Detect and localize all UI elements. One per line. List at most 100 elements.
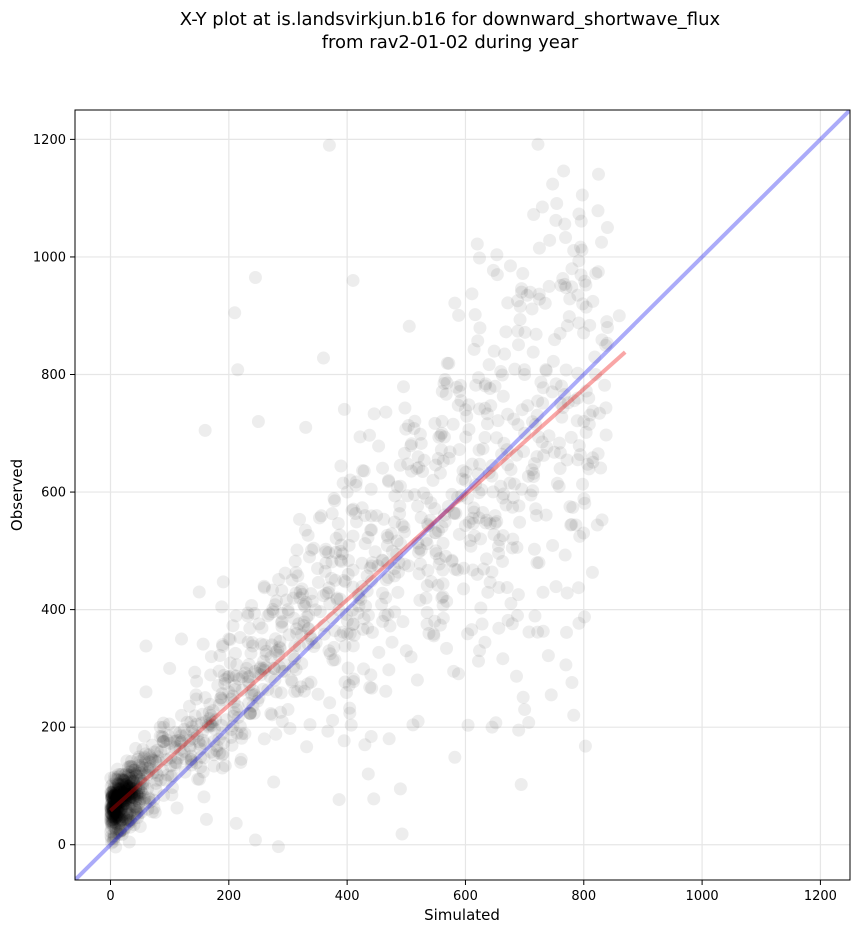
scatter-point (506, 500, 520, 514)
scatter-point (472, 371, 486, 385)
scatter-point (119, 802, 133, 816)
scatter-point (275, 664, 289, 678)
scatter-point (470, 237, 484, 251)
scatter-point (197, 751, 211, 765)
scatter-point (123, 781, 137, 795)
scatter-point (559, 363, 573, 377)
scatter-point (565, 262, 579, 276)
scatter-point (115, 791, 129, 805)
scatter-point (131, 811, 145, 825)
scatter-point (130, 792, 144, 806)
scatter-point (347, 628, 361, 642)
scatter-point (120, 779, 134, 793)
scatter-point (154, 745, 168, 759)
y-tick-label: 600 (41, 486, 66, 501)
scatter-point (122, 813, 136, 827)
scatter-point (411, 714, 425, 728)
scatter-point (225, 738, 239, 752)
scatter-point (105, 791, 119, 805)
scatter-point (557, 164, 571, 178)
scatter-point (572, 439, 586, 453)
scatter-point (121, 788, 135, 802)
scatter-point (111, 777, 125, 791)
scatter-point (123, 779, 137, 793)
scatter-point (361, 621, 375, 635)
scatter-point (539, 363, 553, 377)
scatter-point (505, 617, 519, 631)
scatter-point (119, 767, 133, 781)
scatter-point (112, 793, 126, 807)
scatter-point (105, 797, 119, 811)
scatter-point (428, 526, 442, 540)
scatter-point (129, 768, 143, 782)
scatter-point (151, 750, 165, 764)
scatter-point (115, 784, 129, 798)
scatter-point (577, 526, 591, 540)
scatter-point (122, 806, 136, 820)
scatter-point (440, 594, 454, 608)
scatter-point (450, 380, 464, 394)
scatter-point (322, 581, 336, 595)
scatter-point (268, 673, 282, 687)
scatter-point (582, 391, 596, 405)
scatter-point (332, 603, 346, 617)
scatter-point (104, 791, 118, 805)
scatter-point (286, 591, 300, 605)
scatter-point (138, 767, 152, 781)
scatter-point (500, 443, 514, 457)
scatter-point (436, 590, 450, 604)
scatter-point (120, 784, 134, 798)
scatter-point (244, 646, 258, 660)
scatter-point (106, 794, 120, 808)
scatter-point (582, 462, 596, 476)
scatter-point (109, 781, 123, 795)
scatter-point (264, 706, 278, 720)
scatter-point (122, 784, 136, 798)
scatter-point (140, 768, 154, 782)
scatter-point (243, 706, 257, 720)
scatter-point (399, 422, 413, 436)
scatter-point (382, 474, 396, 488)
scatter-point (517, 445, 531, 459)
scatter-point (109, 786, 123, 800)
scatter-point (221, 670, 235, 684)
scatter-point (185, 720, 199, 734)
scatter-point (478, 635, 492, 649)
scatter-point (142, 764, 156, 778)
scatter-point (537, 448, 551, 462)
scatter-point (515, 403, 529, 417)
scatter-point (456, 464, 470, 478)
scatter-point (381, 608, 395, 622)
scatter-point (595, 235, 609, 249)
scatter-point (496, 529, 510, 543)
scatter-point (261, 683, 275, 697)
scatter-point (118, 793, 132, 807)
scatter-point (123, 791, 137, 805)
scatter-point (573, 240, 587, 254)
scatter-point (282, 628, 296, 642)
scatter-point (229, 669, 243, 683)
scatter-point (495, 447, 509, 461)
scatter-point (316, 351, 330, 365)
scatter-point (153, 720, 167, 734)
scatter-point (325, 555, 339, 569)
scatter-point (108, 812, 122, 826)
scatter-point (540, 440, 554, 454)
scatter-point (245, 635, 259, 649)
scatter-point (303, 629, 317, 643)
scatter-point (215, 727, 229, 741)
scatter-point (274, 686, 288, 700)
scatter-point (404, 650, 418, 664)
scatter-point (189, 688, 203, 702)
scatter-point (393, 507, 407, 521)
scatter-point (515, 282, 529, 296)
scatter-point (494, 479, 508, 493)
scatter-point (446, 417, 460, 431)
scatter-point (132, 786, 146, 800)
scatter-point (175, 734, 189, 748)
scatter-point (357, 612, 371, 626)
scatter-point (328, 624, 342, 638)
scatter-point (317, 627, 331, 641)
scatter-point (112, 777, 126, 791)
scatter-point (139, 685, 153, 699)
